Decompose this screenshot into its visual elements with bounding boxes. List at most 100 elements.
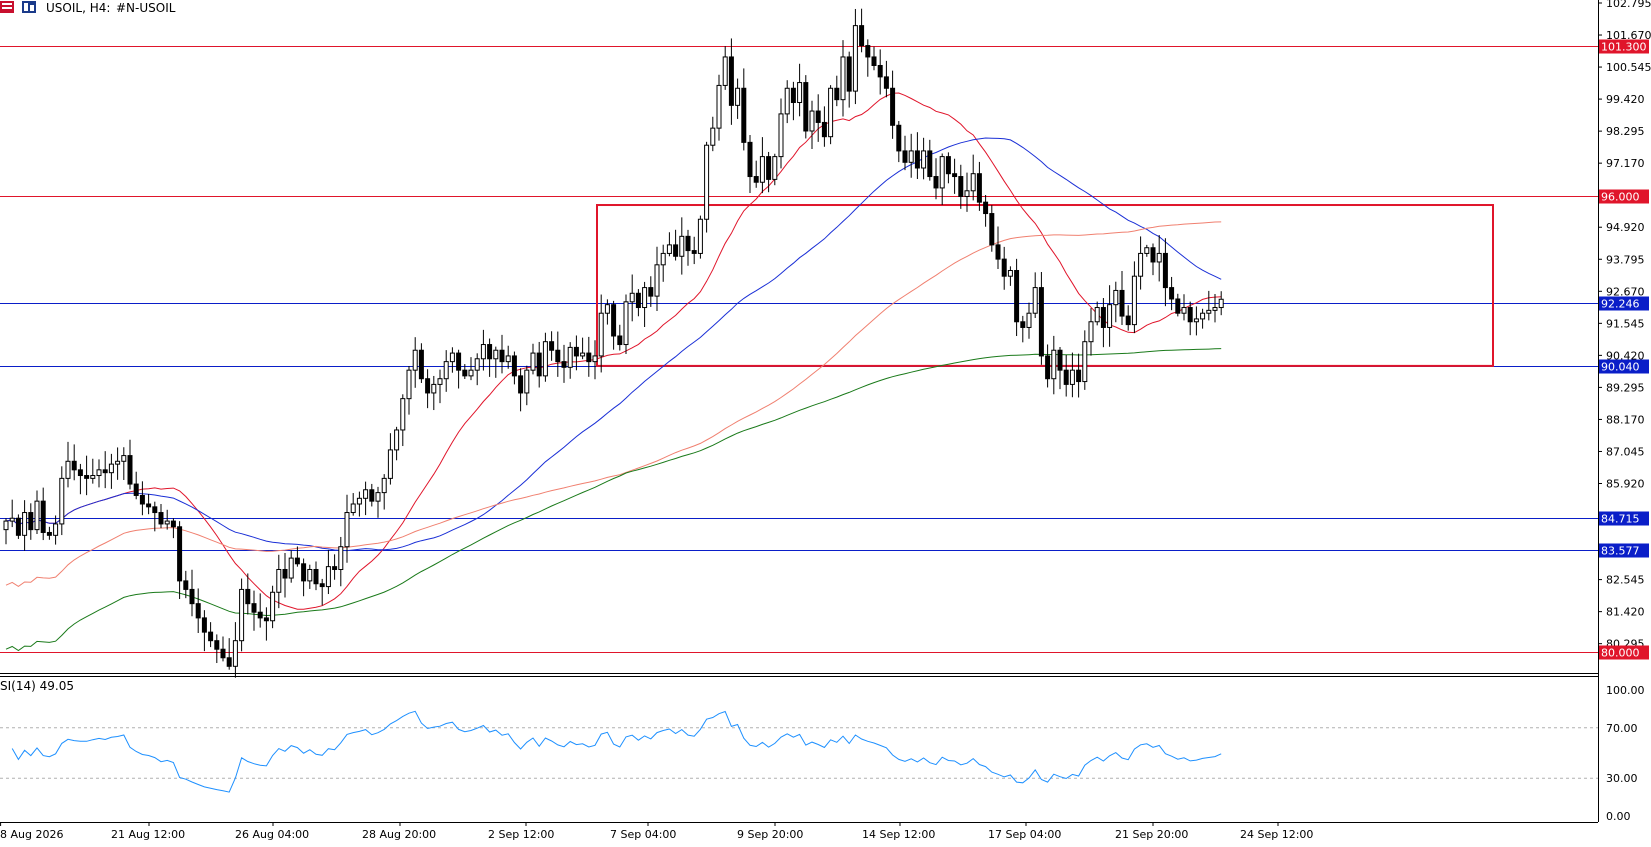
candle bbox=[908, 133, 914, 178]
candle-body bbox=[939, 156, 945, 189]
time-tick-label: 17 Sep 04:00 bbox=[988, 828, 1061, 841]
time-tick-label: 26 Aug 04:00 bbox=[235, 828, 309, 841]
candle bbox=[679, 217, 685, 275]
candle bbox=[877, 49, 883, 95]
candle bbox=[394, 426, 400, 461]
candle-body bbox=[871, 56, 877, 66]
candle bbox=[375, 486, 381, 518]
candle-body bbox=[952, 173, 958, 178]
candle-body bbox=[46, 531, 52, 536]
price-tick-label: 99.420 bbox=[1606, 93, 1645, 106]
candle bbox=[803, 75, 809, 139]
candle-body bbox=[784, 87, 790, 115]
candle-body bbox=[208, 631, 214, 642]
candle-body bbox=[716, 84, 722, 129]
candle bbox=[536, 341, 542, 388]
candle bbox=[772, 153, 778, 186]
candle-body bbox=[319, 583, 325, 588]
candle-body bbox=[617, 335, 623, 346]
candle-body bbox=[77, 469, 83, 477]
level-badge-label: 96.000 bbox=[1601, 191, 1640, 204]
candle bbox=[301, 558, 307, 597]
candle bbox=[561, 344, 567, 383]
candle-body bbox=[1187, 307, 1193, 323]
candle bbox=[1181, 294, 1187, 321]
candle-body bbox=[536, 352, 542, 377]
candle-body bbox=[635, 292, 641, 309]
candle-body bbox=[1212, 307, 1218, 311]
candle bbox=[239, 578, 245, 652]
level-badge bbox=[1599, 511, 1649, 526]
candle-body bbox=[59, 477, 65, 525]
candle-body bbox=[387, 449, 393, 479]
candle-body bbox=[425, 378, 431, 394]
candle-body bbox=[989, 213, 995, 246]
candle bbox=[1100, 298, 1106, 348]
candle-body bbox=[790, 87, 796, 104]
candle bbox=[90, 458, 96, 484]
candle-body bbox=[152, 506, 158, 514]
time-tick-label: 21 Aug 12:00 bbox=[111, 828, 185, 841]
candle bbox=[220, 636, 226, 662]
chart-menu-icon[interactable] bbox=[0, 1, 14, 13]
level-badge-label: 92.246 bbox=[1601, 298, 1640, 311]
candle bbox=[425, 369, 431, 409]
candle bbox=[573, 335, 579, 371]
level-badge bbox=[1599, 359, 1649, 374]
candle bbox=[9, 499, 15, 528]
candle-body bbox=[1020, 321, 1026, 328]
candle bbox=[474, 353, 480, 386]
candle bbox=[449, 347, 455, 373]
ma-100-line bbox=[5, 221, 1222, 588]
candle bbox=[1063, 354, 1069, 397]
rsi-tick-label: 30.00 bbox=[1606, 772, 1638, 785]
candle bbox=[840, 40, 846, 117]
candle bbox=[1119, 270, 1125, 325]
candle-body bbox=[859, 25, 865, 47]
candle-body bbox=[747, 141, 753, 178]
candle-body bbox=[648, 287, 654, 297]
candle bbox=[121, 447, 127, 480]
symbol-label: USOIL, H4: bbox=[46, 1, 110, 15]
candle-body bbox=[499, 349, 505, 363]
candle bbox=[759, 137, 765, 194]
candle-body bbox=[164, 520, 170, 525]
time-tick-label: 24 Sep 12:00 bbox=[1240, 828, 1313, 841]
candle-body bbox=[22, 512, 28, 536]
candle-body bbox=[257, 611, 263, 619]
candle-body bbox=[666, 244, 672, 254]
candle-body bbox=[183, 580, 189, 590]
candle-body bbox=[815, 110, 821, 123]
candle bbox=[896, 121, 902, 163]
candle bbox=[257, 593, 263, 628]
trade-icon[interactable] bbox=[22, 1, 36, 13]
candle bbox=[846, 51, 852, 108]
time-tick-label: 2 Sep 12:00 bbox=[488, 828, 554, 841]
candle-body bbox=[995, 244, 1001, 260]
candle bbox=[1051, 335, 1057, 395]
candle bbox=[710, 116, 716, 152]
candle bbox=[183, 570, 189, 599]
candle bbox=[77, 463, 83, 495]
candle-body bbox=[108, 463, 114, 474]
candle bbox=[1131, 261, 1137, 334]
candle-body bbox=[1200, 312, 1206, 320]
candle bbox=[53, 515, 59, 545]
candle-body bbox=[1175, 298, 1181, 314]
candle-body bbox=[809, 110, 815, 132]
candle-body bbox=[307, 568, 313, 582]
level-badge bbox=[1599, 645, 1649, 660]
candle-body bbox=[133, 483, 139, 496]
candles bbox=[3, 8, 1224, 678]
candle bbox=[294, 546, 300, 567]
candle-body bbox=[976, 173, 982, 203]
candle-body bbox=[437, 378, 443, 385]
candle bbox=[524, 365, 530, 406]
candle-body bbox=[1026, 312, 1032, 328]
candle-body bbox=[1193, 318, 1199, 323]
candle bbox=[976, 161, 982, 211]
rsi-line bbox=[11, 710, 1222, 793]
candle bbox=[1082, 330, 1088, 390]
candle bbox=[598, 294, 604, 373]
